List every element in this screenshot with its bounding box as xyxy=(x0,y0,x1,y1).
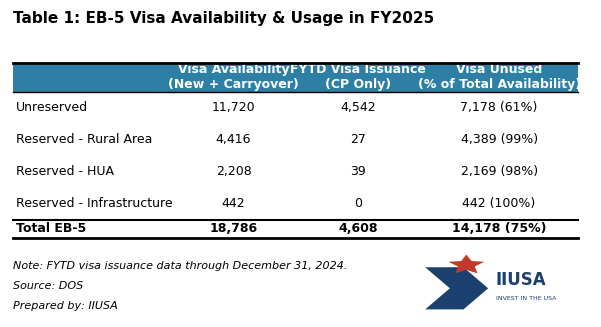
Text: Table 1: EB-5 Visa Availability & Usage in FY2025: Table 1: EB-5 Visa Availability & Usage … xyxy=(13,11,435,26)
Text: Reserved - Rural Area: Reserved - Rural Area xyxy=(16,133,153,146)
Text: 27: 27 xyxy=(350,133,366,146)
Text: INVEST IN THE USA: INVEST IN THE USA xyxy=(496,296,556,301)
Text: Unreserved: Unreserved xyxy=(16,101,88,114)
Bar xyxy=(13,63,578,92)
Text: FYTD Visa Issuance
(CP Only): FYTD Visa Issuance (CP Only) xyxy=(290,63,426,92)
Text: 39: 39 xyxy=(350,165,365,178)
Text: 0: 0 xyxy=(354,197,362,210)
Text: Reserved - Infrastructure: Reserved - Infrastructure xyxy=(16,197,172,210)
Text: Reserved - HUA: Reserved - HUA xyxy=(16,165,114,178)
Text: 11,720: 11,720 xyxy=(212,101,255,114)
Text: IIUSA: IIUSA xyxy=(496,271,546,289)
Polygon shape xyxy=(425,267,488,309)
Text: Source: DOS: Source: DOS xyxy=(13,281,84,291)
Text: 4,416: 4,416 xyxy=(216,133,251,146)
Text: 2,169 (98%): 2,169 (98%) xyxy=(460,165,538,178)
Text: 442: 442 xyxy=(222,197,245,210)
Text: Prepared by: IIUSA: Prepared by: IIUSA xyxy=(13,301,118,311)
Text: 4,542: 4,542 xyxy=(340,101,376,114)
Text: 442 (100%): 442 (100%) xyxy=(462,197,535,210)
Text: 18,786: 18,786 xyxy=(210,222,258,235)
Text: 7,178 (61%): 7,178 (61%) xyxy=(460,101,538,114)
Text: Visa Availability
(New + Carryover): Visa Availability (New + Carryover) xyxy=(168,63,299,92)
Text: Note: FYTD visa issuance data through December 31, 2024.: Note: FYTD visa issuance data through De… xyxy=(13,261,347,271)
Text: 4,389 (99%): 4,389 (99%) xyxy=(460,133,538,146)
Text: 4,608: 4,608 xyxy=(338,222,377,235)
Text: 2,208: 2,208 xyxy=(216,165,251,178)
Text: Visa Unused
(% of Total Availability): Visa Unused (% of Total Availability) xyxy=(418,63,581,92)
Text: Total EB-5: Total EB-5 xyxy=(16,222,87,235)
Polygon shape xyxy=(448,255,484,273)
Text: 14,178 (75%): 14,178 (75%) xyxy=(452,222,546,235)
